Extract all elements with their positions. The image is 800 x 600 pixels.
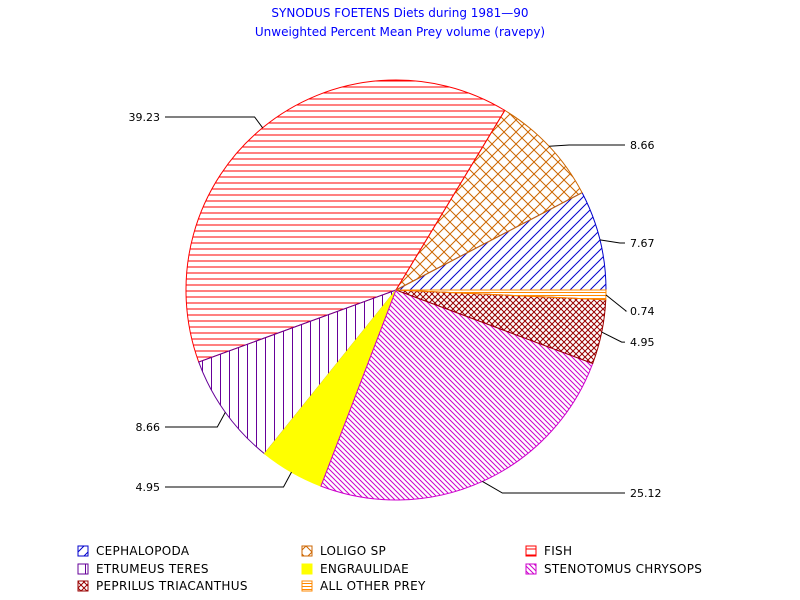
legend-label-stenotomus-chrysops: STENOTOMUS CHRYSOPS <box>544 562 702 576</box>
legend-label-all-other-prey: ALL OTHER PREY <box>320 579 426 593</box>
legend-swatch-cephalopoda <box>77 545 89 557</box>
legend-swatch-stenotomus-chrysops <box>525 563 537 575</box>
legend: CEPHALOPODA LOLIGO SP FISH ETRUMEUS TERES EN… <box>77 544 702 593</box>
slice-label-cephalopoda: 7.67 <box>630 237 655 250</box>
legend-swatch-loligo-sp <box>301 545 313 557</box>
slice-label-stenotomus-chrysops: 25.12 <box>630 487 662 500</box>
slice-label-loligo-sp: 8.66 <box>630 139 655 152</box>
leader-line-engraulidae <box>165 471 292 488</box>
slice-label-all-other-prey: 0.74 <box>630 305 655 318</box>
chart-subtitle: Unweighted Percent Mean Prey volume (rav… <box>255 25 545 39</box>
slice-etrumeus-teres <box>198 288 398 455</box>
slice-stenotomus-chrysops <box>320 289 594 501</box>
legend-swatch-etrumeus-teres <box>77 563 89 575</box>
legend-label-fish: FISH <box>544 544 572 558</box>
leader-line-stenotomus-chrysops <box>482 480 625 494</box>
legend-label-engraulidae: ENGRAULIDAE <box>320 562 409 576</box>
slice-cephalopoda <box>395 191 607 291</box>
slice-fish <box>185 79 506 363</box>
slice-label-etrumeus-teres: 8.66 <box>136 421 161 434</box>
leader-line-peprilus-triacanthus <box>601 331 625 343</box>
legend-label-loligo-sp: LOLIGO SP <box>320 544 386 558</box>
slice-loligo-sp <box>394 109 583 292</box>
leader-line-fish <box>165 116 264 129</box>
legend-swatch-fish <box>525 545 537 557</box>
slice-label-fish: 39.23 <box>129 111 161 124</box>
leader-line-all-other-prey <box>605 294 628 312</box>
legend-label-cephalopoda: CEPHALOPODA <box>96 544 190 558</box>
slice-label-peprilus-triacanthus: 4.95 <box>630 336 655 349</box>
slice-labels: 7.67 8.66 39.23 8.66 4.95 25.12 4.95 0.74 <box>129 111 662 500</box>
legend-swatch-peprilus-triacanthus <box>77 580 89 592</box>
pie-slices <box>185 79 607 501</box>
chart-title: SYNODUS FOETENS Diets during 1981—90 <box>271 6 528 20</box>
legend-swatch-all-other-prey <box>301 580 313 592</box>
leader-line-cephalopoda <box>599 239 625 244</box>
leader-line-etrumeus-teres <box>165 412 226 428</box>
legend-label-peprilus-triacanthus: PEPRILUS TRIACANTHUS <box>96 579 248 593</box>
legend-swatch-engraulidae <box>301 563 313 575</box>
slice-label-engraulidae: 4.95 <box>136 481 161 494</box>
leader-line-loligo-sp <box>549 144 625 147</box>
legend-label-etrumeus-teres: ETRUMEUS TERES <box>96 562 209 576</box>
